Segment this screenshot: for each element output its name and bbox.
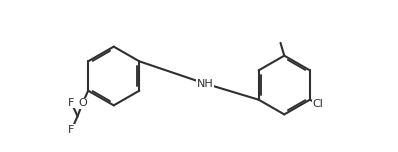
Text: NH: NH: [197, 79, 213, 88]
Text: F: F: [68, 125, 75, 135]
Text: O: O: [78, 98, 87, 109]
Text: F: F: [68, 98, 75, 108]
Text: Cl: Cl: [313, 99, 324, 109]
